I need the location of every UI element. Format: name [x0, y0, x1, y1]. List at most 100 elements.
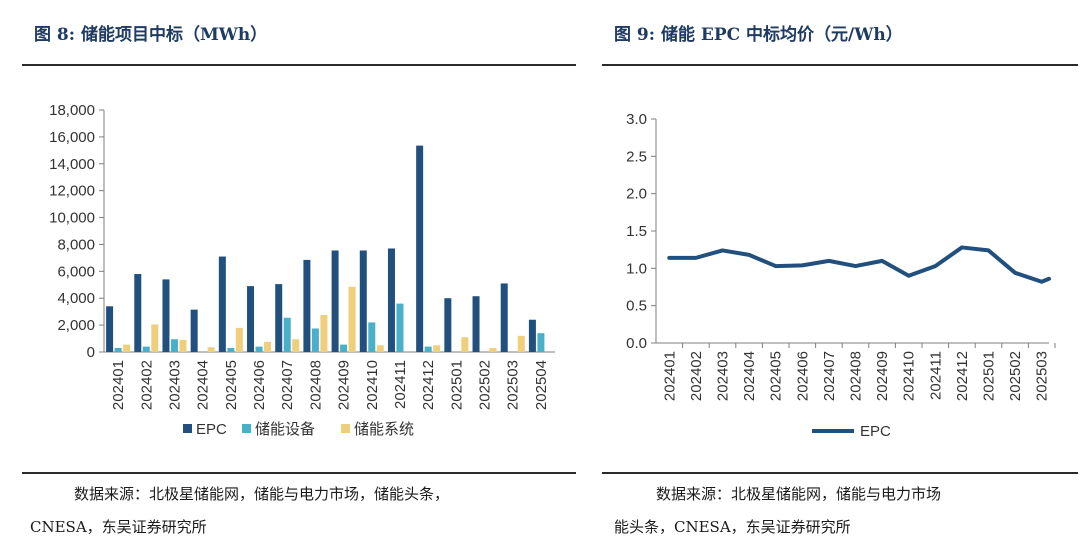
figure-9-title: 图 9: 储能 EPC 中标均价（元/Wh） — [614, 25, 903, 45]
x-tick-label: 202404 — [195, 360, 212, 410]
legend-label: EPC — [860, 423, 891, 440]
y-tick-label: 4,000 — [57, 290, 95, 307]
x-tick-label: 202408 — [848, 351, 865, 401]
y-tick-label: 1.0 — [626, 260, 647, 277]
bar — [528, 319, 536, 352]
bar — [359, 250, 367, 352]
x-tick-label: 202405 — [768, 351, 785, 401]
figure-9-panel: 图 9: 储能 EPC 中标均价（元/Wh） 0.0 0.5 1.0 1.5 2.0 2.… — [600, 0, 1080, 557]
x-tick-label: 202408 — [307, 360, 324, 410]
x-tick-label: 202410 — [364, 360, 381, 410]
bar — [340, 344, 348, 352]
y-tick-label: 0 — [87, 344, 95, 361]
y-tick-label: 2.0 — [626, 186, 647, 203]
bar — [348, 286, 356, 352]
x-tick-label: 202503 — [1034, 351, 1051, 401]
x-tick-label: 202406 — [794, 351, 811, 401]
x-tick-label: 202411 — [392, 360, 409, 409]
bar — [444, 298, 452, 352]
figure-9-source-line-1: 数据来源：北极星储能网，储能与电力市场 — [656, 485, 942, 503]
figure-8-top-rule — [22, 64, 576, 66]
figure-8-source-line-1: 数据来源：北极星储能网，储能与电力市场，储能头条， — [74, 485, 450, 503]
x-tick-label: 202410 — [901, 351, 918, 401]
bar — [396, 303, 404, 352]
bar — [331, 250, 339, 352]
bar — [207, 347, 215, 352]
bar — [292, 339, 300, 352]
figure-8-title: 图 8: 储能项目中标（MWh） — [34, 25, 268, 45]
bar — [151, 324, 159, 352]
bar — [134, 274, 142, 352]
bar — [433, 345, 441, 352]
y-tick-label: 12,000 — [49, 183, 95, 200]
bar — [264, 341, 272, 352]
bar — [387, 248, 395, 352]
x-tick-label: 202412 — [954, 351, 971, 401]
x-tick-label: 202411 — [927, 351, 944, 400]
y-tick-label: 10,000 — [49, 210, 95, 227]
y-tick-label: 16,000 — [49, 129, 95, 146]
bar — [461, 337, 469, 352]
x-tick-label: 202412 — [420, 360, 437, 410]
figure-9-bottom-rule — [602, 472, 1078, 474]
x-tick-label: 202402 — [138, 360, 155, 410]
x-tick-label: 202501 — [448, 360, 465, 410]
line-chart: 0.0 0.5 1.0 1.5 2.0 2.5 3.0 202401 202402 202403 2… — [626, 111, 1056, 440]
bar — [376, 345, 384, 352]
bar — [179, 339, 187, 352]
bar — [283, 317, 291, 352]
bar — [227, 347, 235, 352]
bar-chart: 0 2,000 4,000 6,000 8,000 10,000 12,000 14,000 1… — [49, 102, 555, 438]
y-tick-label: 14,000 — [49, 156, 95, 173]
bar — [311, 328, 319, 352]
bar — [235, 327, 243, 352]
y-tick-label: 2.5 — [626, 148, 647, 165]
y-tick-label: 8,000 — [57, 236, 95, 253]
x-tick-label: 202401 — [661, 351, 678, 401]
bar — [218, 256, 226, 352]
bar — [190, 309, 198, 352]
bar — [106, 306, 114, 352]
bar — [303, 259, 311, 352]
x-tick-label: 202401 — [110, 360, 127, 410]
legend-label: EPC — [196, 421, 227, 438]
x-tick-label: 202503 — [505, 360, 522, 410]
y-tick-label: 1.5 — [626, 223, 647, 240]
figure-8-bottom-rule — [22, 472, 576, 474]
legend-swatch — [183, 424, 192, 433]
bar — [489, 347, 497, 352]
x-tick-label: 202502 — [477, 360, 494, 410]
bar — [472, 296, 480, 352]
bar — [424, 346, 432, 352]
x-tick-label: 202407 — [279, 360, 296, 410]
bar — [162, 279, 170, 352]
bar — [142, 346, 150, 352]
x-tick-label: 202502 — [1007, 351, 1024, 401]
y-tick-label: 6,000 — [57, 263, 95, 280]
bar — [275, 284, 283, 352]
series-line-epc — [667, 245, 1051, 284]
x-tick-label: 202404 — [741, 351, 758, 401]
figure-9-source-line-2: 能头条，CNESA，东吴证券研究所 — [614, 518, 851, 536]
x-tick-label: 202504 — [533, 360, 550, 410]
bar — [123, 344, 131, 352]
legend-label: 储能系统 — [354, 421, 414, 438]
x-tick-label: 202402 — [688, 351, 705, 401]
x-tick-label: 202405 — [223, 360, 240, 410]
figure-8-source-line-2: CNESA，东吴证券研究所 — [30, 518, 207, 536]
x-tick-label: 202407 — [821, 351, 838, 401]
bar — [517, 335, 525, 352]
bar — [537, 333, 545, 352]
bar — [320, 315, 328, 352]
legend-swatch — [242, 424, 251, 433]
y-tick-label: 2,000 — [57, 317, 95, 334]
bar — [114, 347, 122, 352]
x-tick-label: 202406 — [251, 360, 268, 410]
y-tick-label: 0.5 — [626, 298, 647, 315]
bar — [170, 339, 178, 352]
x-tick-label: 202409 — [874, 351, 891, 401]
figure-8-panel: 图 8: 储能项目中标（MWh） 0 2,000 4,000 6,000 8,000 10… — [22, 25, 576, 536]
y-tick-label: 18,000 — [49, 102, 95, 119]
x-tick-label: 202409 — [336, 360, 353, 410]
bar — [368, 322, 376, 352]
